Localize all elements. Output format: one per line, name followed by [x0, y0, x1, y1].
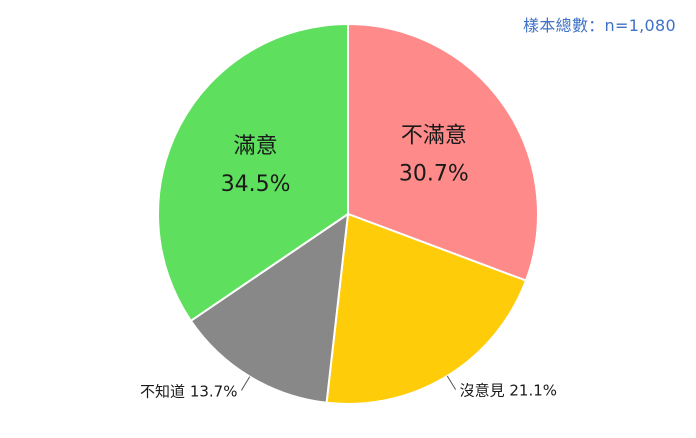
slice-label-3: 不知道 13.7% [140, 382, 237, 400]
leader-line-3 [241, 376, 251, 391]
leader-line-2 [446, 375, 457, 390]
sample-size-note: 樣本總數：n=1,080 [523, 16, 676, 35]
slice-value-1: 30.7% [399, 161, 469, 186]
pie-slice-1 [347, 22, 539, 282]
slice-value-4: 34.5% [221, 172, 291, 197]
slice-label-4: 滿意 [234, 134, 278, 159]
slice-label-1: 不滿意 [401, 123, 467, 148]
slice-label-2: 沒意見 21.1% [460, 382, 557, 400]
pie-slice-4 [157, 22, 349, 323]
pie-slice-2 [325, 212, 528, 405]
pie-slice-3 [189, 211, 350, 404]
